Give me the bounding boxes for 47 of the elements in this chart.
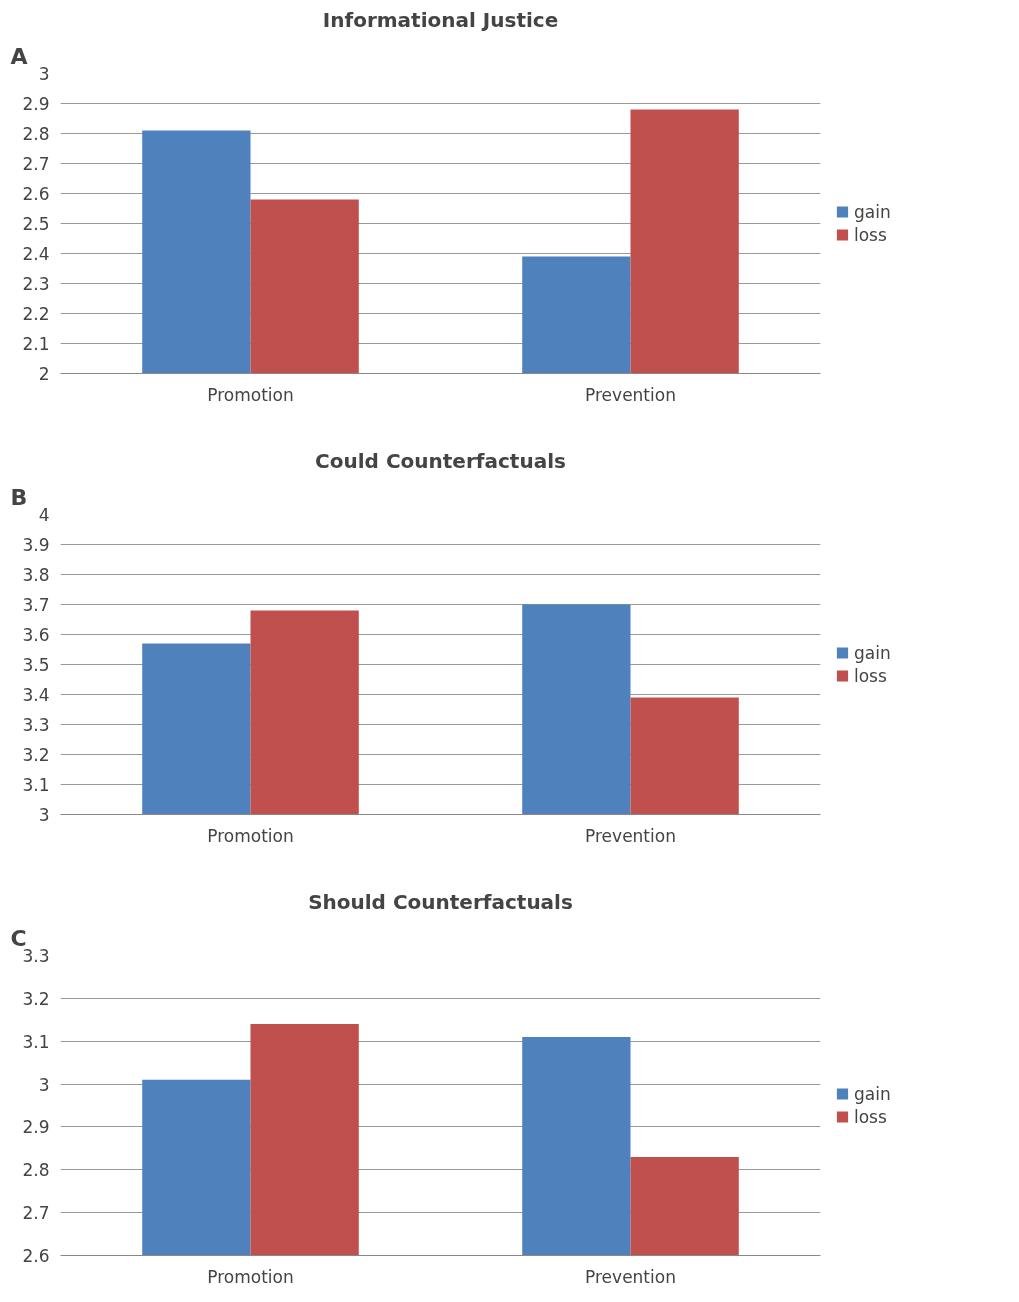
legend-label: gain bbox=[854, 201, 891, 222]
text: B bbox=[10, 484, 28, 510]
y-tick-label: 2.1 bbox=[22, 334, 50, 354]
y-tick-label: 3 bbox=[38, 64, 50, 84]
y-tick-label: 3.3 bbox=[22, 715, 50, 735]
x-tick-label: Prevention bbox=[585, 825, 676, 846]
legend-label: loss bbox=[854, 665, 887, 686]
y-tick-label: 3.2 bbox=[22, 745, 50, 765]
y-tick-label: 2.3 bbox=[22, 274, 50, 294]
y-tick-label: 3 bbox=[38, 805, 50, 825]
y-tick-label: 2.9 bbox=[22, 94, 50, 114]
chart-title: Should Counterfactuals bbox=[308, 889, 573, 914]
y-tick-label: 3.2 bbox=[22, 988, 50, 1009]
legend-label: gain bbox=[854, 642, 891, 663]
y-tick-label: 3.4 bbox=[22, 685, 50, 705]
y-tick-label: 3.1 bbox=[22, 1031, 50, 1052]
y-tick-label: 2.8 bbox=[22, 124, 50, 144]
y-tick-label: 2.5 bbox=[22, 214, 50, 234]
legend-label: gain bbox=[854, 1083, 891, 1104]
y-tick-label: 2.9 bbox=[22, 1117, 50, 1138]
x-tick-label: Prevention bbox=[585, 384, 676, 405]
x-tick-label: Promotion bbox=[207, 384, 294, 405]
y-tick-label: 3 bbox=[38, 1074, 50, 1095]
y-tick-label: 2.6 bbox=[22, 184, 50, 204]
y-tick-label: 3.5 bbox=[22, 655, 50, 675]
y-tick-label: 3.9 bbox=[22, 535, 50, 555]
x-tick-label: Promotion bbox=[207, 825, 294, 846]
y-tick-label: 4 bbox=[38, 505, 50, 525]
y-tick-label: 2.2 bbox=[22, 304, 50, 324]
y-tick-label: 2.6 bbox=[22, 1246, 50, 1266]
y-tick-label: 3.6 bbox=[22, 625, 50, 645]
text: A bbox=[10, 43, 28, 69]
chart-title: Could Counterfactuals bbox=[315, 448, 566, 473]
legend-label: loss bbox=[854, 224, 887, 245]
y-tick-label: 3.3 bbox=[22, 946, 50, 966]
x-tick-label: Promotion bbox=[207, 1266, 294, 1287]
y-tick-label: 3.1 bbox=[22, 775, 50, 795]
y-tick-label: 2.7 bbox=[22, 154, 50, 174]
chart-title: Informational Justice bbox=[322, 7, 559, 32]
legend-label: loss bbox=[854, 1106, 887, 1127]
y-tick-label: 3.8 bbox=[22, 565, 50, 585]
y-tick-label: 2.7 bbox=[22, 1203, 50, 1224]
y-tick-label: 2 bbox=[38, 364, 50, 384]
y-tick-label: 3.7 bbox=[22, 595, 50, 615]
y-tick-label: 2.4 bbox=[22, 244, 50, 264]
y-tick-label: 2.8 bbox=[22, 1160, 50, 1181]
x-tick-label: Prevention bbox=[585, 1266, 676, 1287]
